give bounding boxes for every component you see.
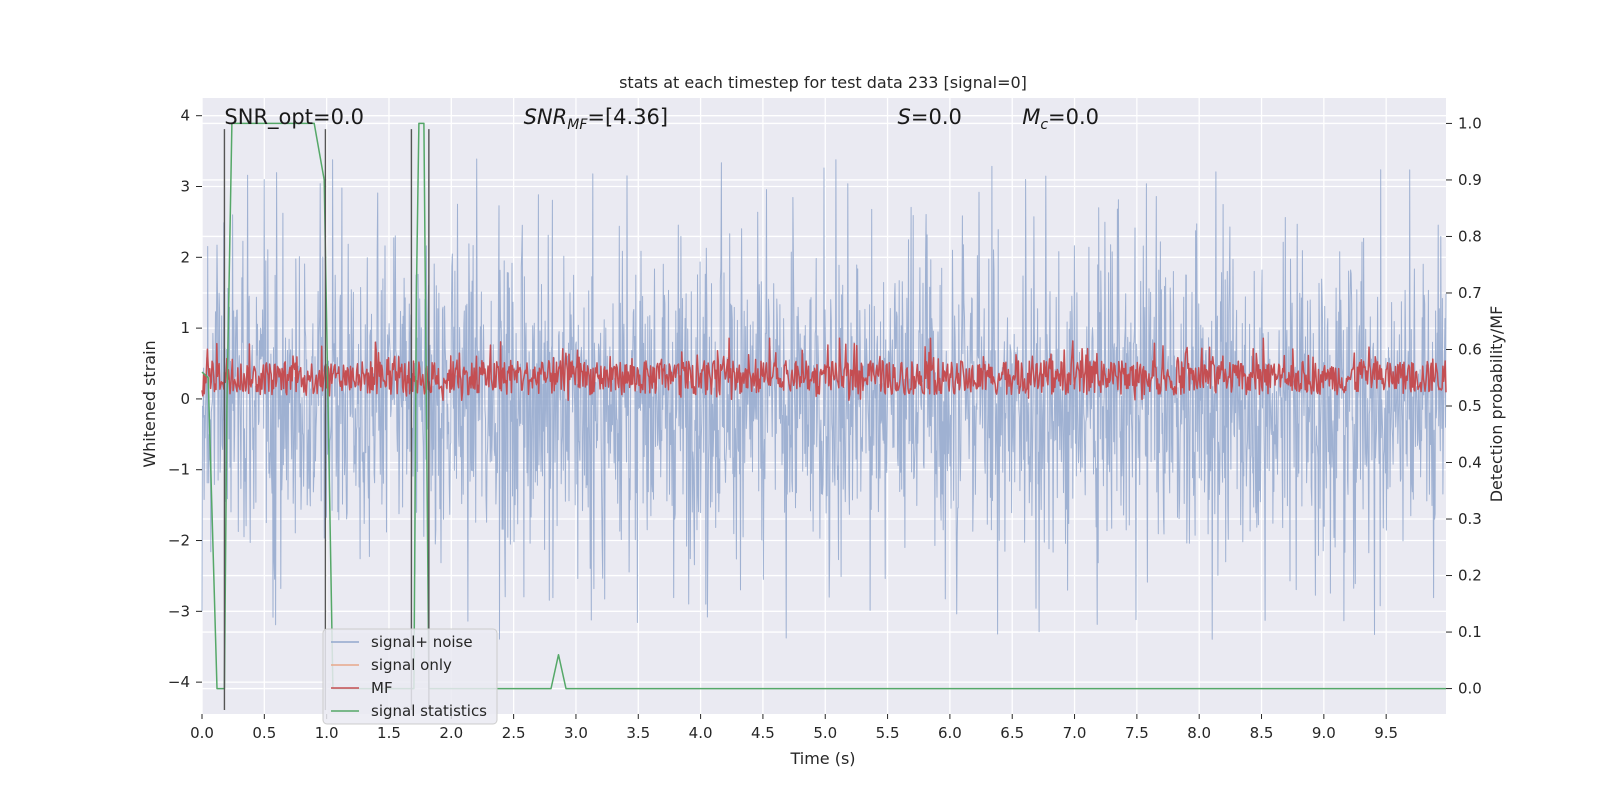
legend-box	[322, 628, 498, 725]
y-right-tick-label: 0.1	[1458, 623, 1482, 641]
y-right-tick-label: 0.5	[1458, 397, 1482, 415]
y-axis-label: Whitened strain	[140, 340, 159, 467]
y-right-tick-label: 0.7	[1458, 284, 1482, 302]
y-right-tick-label: 0.6	[1458, 340, 1482, 358]
y-axis-label-right: Detection probability/MF	[1487, 306, 1506, 503]
x-tick-label: 9.5	[1374, 724, 1398, 742]
y-right-tick-label: 0.2	[1458, 567, 1482, 585]
annotation-snr-opt: SNR_opt=0.0	[224, 105, 364, 130]
y-axis-ticks-right: 0.0 0.1 0.2 0.3 0.4 0.5 0.6 0.7 0.8 0.9 1.0	[1446, 114, 1482, 698]
x-tick-label: 4.5	[751, 724, 775, 742]
legend-label-3: signal statistics	[371, 702, 487, 720]
legend-label-0: signal+ noise	[371, 633, 473, 651]
x-axis-ticks: 0.0 0.5 1.0 1.5 2.0 2.5 3.0 3.5 4.0 4.5 5.0 5.5 6.0 6…	[190, 714, 1398, 742]
x-tick-label: 3.5	[626, 724, 650, 742]
y-tick-label: −1	[168, 461, 190, 479]
legend: signal+ noise signal only MF signal statist…	[322, 628, 498, 725]
x-axis-label: Time (s)	[789, 749, 855, 768]
plot-area: SNR_opt=0.0 SNRMF=[4.36] S=0.0 Mc=0.0	[201, 98, 1447, 714]
y-right-tick-label: 0.8	[1458, 227, 1482, 245]
x-tick-label: 0.0	[190, 724, 214, 742]
y-tick-label: 3	[180, 178, 190, 196]
x-tick-label: 7.0	[1063, 724, 1087, 742]
y-axis-ticks-left: −4 −3 −2 −1 0 1 2 3 4	[168, 107, 202, 691]
annotation-mc: Mc=0.0	[1022, 105, 1099, 133]
y-right-tick-label: 0.4	[1458, 454, 1482, 472]
x-tick-label: 1.5	[377, 724, 401, 742]
x-tick-label: 8.5	[1250, 724, 1274, 742]
series-line-0	[201, 158, 1447, 640]
y-tick-label: −3	[168, 602, 190, 620]
y-tick-label: 0	[180, 390, 190, 408]
x-tick-label: 2.0	[439, 724, 463, 742]
y-right-tick-label: 0.0	[1458, 680, 1482, 698]
annotation-s: S=0.0	[898, 105, 962, 129]
legend-label-2: MF	[371, 679, 393, 697]
x-tick-label: 6.0	[938, 724, 962, 742]
x-tick-label: 5.0	[813, 724, 837, 742]
annotations: SNR_opt=0.0 SNRMF=[4.36] S=0.0 Mc=0.0	[224, 105, 1099, 133]
x-tick-label: 8.0	[1187, 724, 1211, 742]
series-line-2	[201, 337, 1447, 402]
y-right-tick-label: 1.0	[1458, 114, 1482, 132]
y-right-tick-label: 0.9	[1458, 171, 1482, 189]
y-tick-label: 2	[180, 248, 190, 266]
y-tick-label: 1	[180, 319, 190, 337]
y-right-tick-label: 0.3	[1458, 510, 1482, 528]
x-tick-label: 3.0	[564, 724, 588, 742]
annotation-snr-mf: SNRMF=[4.36]	[524, 105, 669, 133]
y-tick-label: −2	[168, 532, 190, 550]
x-tick-label: 1.0	[315, 724, 339, 742]
x-tick-label: 7.5	[1125, 724, 1149, 742]
x-tick-label: 5.5	[876, 724, 900, 742]
y-tick-label: 4	[180, 107, 190, 125]
chart-title: stats at each timestep for test data 233…	[619, 73, 1027, 92]
y-tick-label: −4	[168, 673, 190, 691]
x-tick-label: 2.5	[502, 724, 526, 742]
vertical-markers	[223, 129, 430, 710]
x-tick-label: 0.5	[252, 724, 276, 742]
x-tick-label: 4.0	[689, 724, 713, 742]
x-tick-label: 6.5	[1000, 724, 1024, 742]
legend-label-1: signal only	[371, 656, 452, 674]
x-tick-label: 9.0	[1312, 724, 1336, 742]
